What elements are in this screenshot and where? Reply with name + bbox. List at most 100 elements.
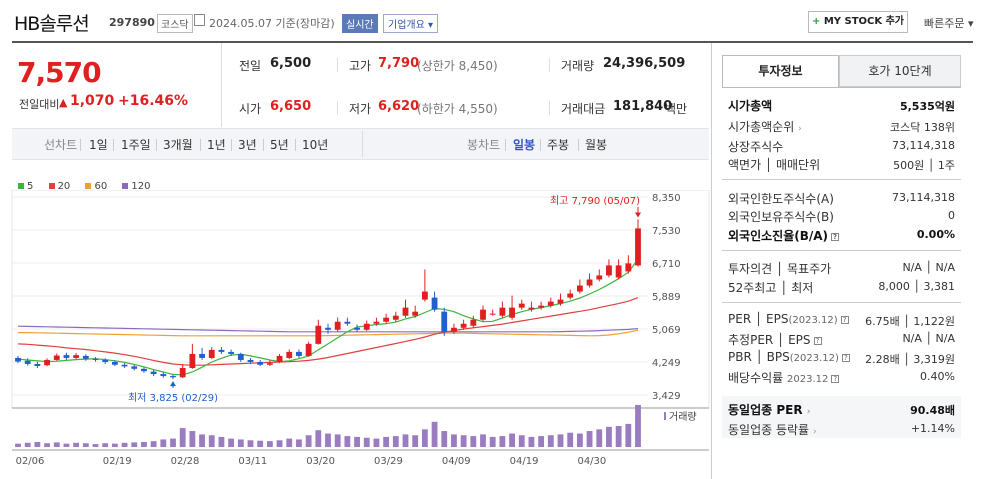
candle-body (383, 317, 390, 322)
info-icon[interactable]: ? (831, 232, 840, 241)
candle-body (363, 323, 370, 330)
candle-body (615, 265, 622, 278)
candle-body (567, 293, 574, 298)
y-tick-label: 7,530 (652, 226, 681, 237)
tab-hoga-10[interactable]: 호가 10단계 (839, 55, 961, 87)
candle-body (344, 321, 351, 324)
dividend-row: 배당수익률 2023.12? (728, 369, 840, 386)
candle-body (412, 311, 419, 316)
volume-bar (489, 436, 496, 447)
volume-bar (460, 435, 467, 447)
ma20-line (17, 297, 639, 366)
candle-body (518, 303, 525, 308)
x-tick-label: 03/20 (306, 456, 335, 467)
volume-bar (44, 443, 50, 447)
y-tick-label: 6,710 (652, 259, 681, 270)
foreign-ratio-value: 0.00% (916, 228, 955, 241)
legend-label: 60 (94, 181, 108, 192)
peer-per-value: 90.48배 (910, 404, 955, 417)
volume-bar (383, 436, 390, 447)
divider (362, 131, 363, 157)
chart-period-bar (12, 128, 709, 160)
divider (221, 43, 222, 127)
volume-bar (228, 438, 235, 447)
market-cap-rank-link[interactable]: 시가총액순위 › (728, 118, 802, 135)
volume-bar (296, 439, 302, 447)
divider (337, 58, 338, 72)
info-icon[interactable]: ? (840, 315, 849, 324)
volume-bar (131, 442, 138, 447)
period-1y[interactable]: 1년 (207, 138, 226, 152)
candle-body (441, 311, 448, 332)
info-icon[interactable]: ? (813, 336, 822, 345)
foreign-ratio-row: 외국인소진율(B/A)? (728, 227, 840, 244)
candle-weekly[interactable]: 주봉 (547, 138, 570, 152)
realtime-button[interactable]: 실시간 (342, 14, 378, 33)
foreign-hold-value: 0 (948, 209, 955, 222)
candle-body (53, 355, 60, 360)
price-pane (11, 190, 710, 409)
line-chart-label: 선차트 (44, 138, 78, 152)
quick-order-dropdown[interactable]: 빠른주문 ▾ (924, 17, 974, 30)
opinion-label: 투자의견 │ 목표주가 (728, 262, 832, 276)
candle-body (131, 366, 138, 369)
volume-bar (247, 440, 254, 447)
amount-value: 181,840 (613, 99, 673, 114)
face-value-label: 액면가 │ 매매단위 (728, 158, 821, 172)
candle-body (576, 285, 583, 292)
peer-rate-link[interactable]: 동일업종 등락률 › (728, 421, 817, 438)
legend-swatch (122, 183, 129, 189)
period-1d[interactable]: 1일 (89, 138, 108, 152)
x-tick-label: 03/11 (238, 456, 267, 467)
peer-industry-box (722, 396, 961, 438)
info-icon[interactable]: ? (841, 353, 850, 362)
market-cap-value: 5,535억원 (899, 100, 955, 113)
period-5y[interactable]: 5년 (270, 138, 289, 152)
stock-chart[interactable]: 8,350 7,530 6,710 5,889 5,069 4,249 3,429 거래량 02… (0, 190, 710, 479)
candle-body (218, 349, 225, 352)
section-divider (722, 302, 961, 303)
upper-limit: (상한가 8,450) (417, 59, 498, 73)
market-badge: 코스닥 (157, 14, 193, 33)
peer-per-link[interactable]: 동일업종 PER › (728, 401, 810, 418)
candle-body (170, 376, 176, 378)
volume-bar (499, 436, 506, 447)
period-3m[interactable]: 3개월 (163, 138, 193, 152)
period-10y[interactable]: 10년 (302, 138, 329, 152)
volume-bar (334, 434, 341, 447)
candle-body (82, 355, 89, 359)
market-cap-rank-label: 시가총액순위 (728, 120, 795, 134)
legend-ma120: 120 (122, 181, 151, 192)
volume-bar (586, 431, 593, 447)
candle-body (247, 359, 254, 362)
amount-unit: 백만 (665, 102, 688, 116)
ma5-line (17, 259, 639, 376)
volume-bar (160, 439, 167, 447)
legend-ma5: 5 (18, 181, 33, 192)
add-mystock-button[interactable]: + MY STOCK 추가 (808, 11, 908, 33)
candle-daily[interactable]: 일봉 (513, 138, 536, 152)
per-label: PER │ EPS (728, 312, 789, 326)
low-arrow-head (170, 381, 176, 387)
company-overview-dropdown[interactable]: 기업개요 ▾ (383, 14, 438, 33)
header-divider (12, 41, 973, 43)
volume-bar (402, 434, 409, 447)
volume-bar (63, 443, 70, 447)
candle-body (189, 353, 196, 369)
volume-label: 거래량 (561, 59, 595, 73)
period-1w[interactable]: 1주일 (121, 138, 151, 152)
period-3y[interactable]: 3년 (238, 138, 257, 152)
candle-body (625, 263, 632, 272)
market-cap-label: 시가총액 (728, 99, 773, 113)
volume-bar (73, 442, 80, 447)
volume-bar (305, 435, 312, 447)
divider (263, 139, 264, 151)
week52-value: 8,000 │ 3,381 (878, 280, 955, 293)
volume-bar (276, 440, 283, 447)
info-icon[interactable]: ? (831, 374, 840, 383)
tab-investment-info[interactable]: 투자정보 (722, 55, 839, 87)
dividend-year: 2023.12 (787, 374, 829, 385)
chart-legend: 5 20 60 120 (18, 181, 163, 192)
candle-monthly[interactable]: 월봉 (585, 138, 608, 152)
volume-bar (315, 430, 322, 447)
